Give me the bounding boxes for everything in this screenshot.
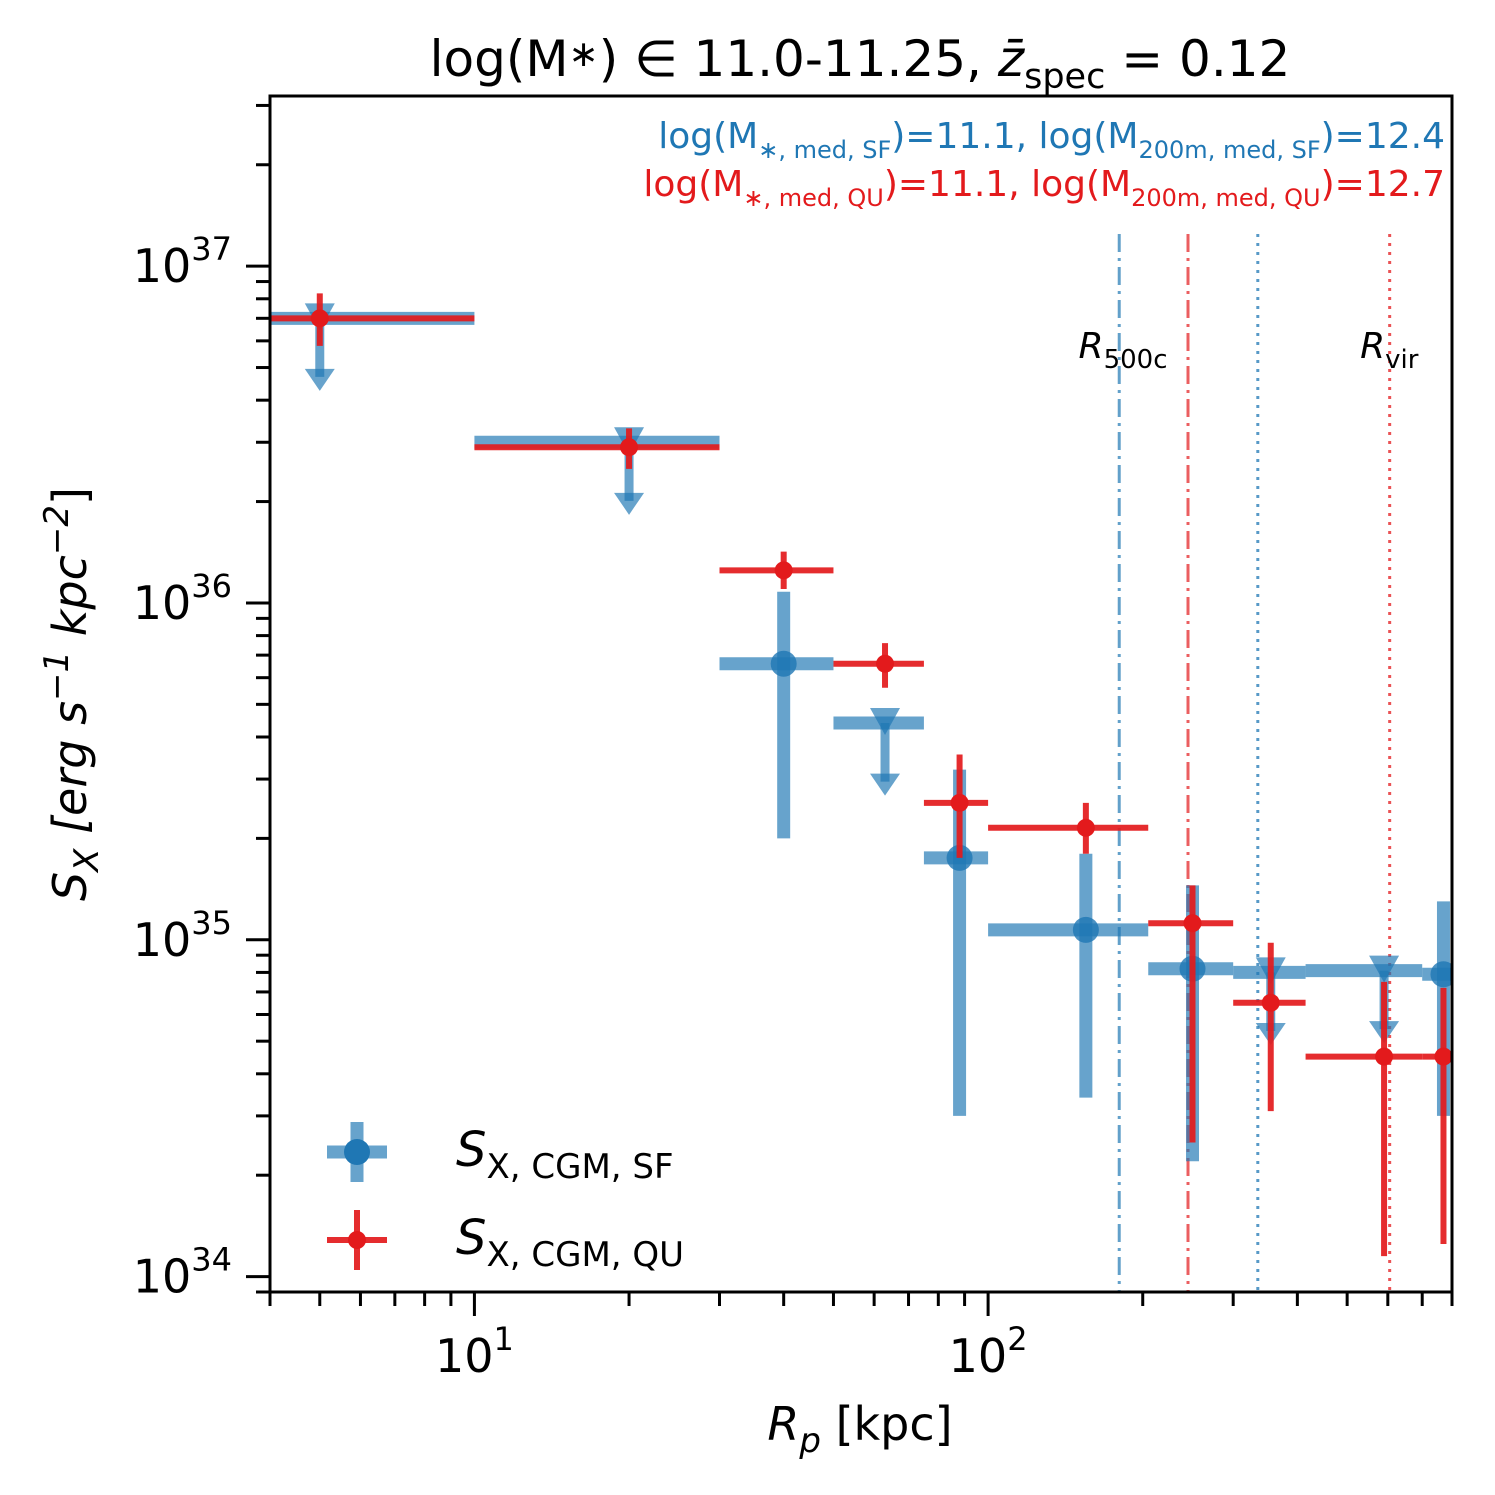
point-qu-marker: [310, 309, 329, 328]
series-qu: [270, 293, 1452, 1257]
point-sf-marker: [1430, 961, 1452, 988]
point-qu-marker: [1375, 1047, 1394, 1066]
y-tick-label: 1034: [133, 1241, 232, 1304]
point-sf-limit-marker: [1369, 955, 1400, 983]
x-tick-label: 101: [435, 1320, 514, 1383]
legend: SX, CGM, SF SX, CGM, QU: [327, 1122, 684, 1275]
mass-annotation: log(M∗, med, QU)=11.1, log(M200m, med, Q…: [643, 164, 1445, 212]
legend-label: SX, CGM, SF: [456, 1122, 674, 1187]
point-qu-marker: [1261, 993, 1280, 1012]
point-sf-limit-arrow: [870, 773, 901, 796]
y-tick-label: 1035: [133, 904, 232, 967]
legend-label: SX, CGM, QU: [456, 1210, 684, 1275]
chart-title: log(M∗) ∈ 11.0-11.25, z̄spec = 0.12: [430, 30, 1291, 97]
y-tick-label: 1037: [133, 230, 232, 293]
legend-marker-dot: [348, 1231, 366, 1249]
point-sf-limit-arrow: [614, 492, 645, 515]
point-sf-marker: [1072, 916, 1099, 943]
point-sf-limit-marker: [870, 708, 901, 736]
point-qu-marker: [1076, 818, 1095, 837]
series-sf: [270, 303, 1452, 1162]
mass-annotations: log(M∗, med, SF)=11.1, log(M200m, med, S…: [643, 116, 1445, 212]
point-qu-marker: [774, 561, 793, 580]
x-axis-label: Rp [kpc]: [767, 1397, 952, 1461]
point-sf-marker: [770, 650, 797, 677]
point-qu-marker: [876, 654, 895, 673]
legend-marker-dot: [344, 1139, 370, 1165]
point-qu-marker: [1183, 914, 1202, 933]
plot-frame: [268, 94, 1454, 1294]
point-sf-limit-arrow: [304, 368, 335, 391]
y-axis-label: SX [erg s−1 kpc−2]: [37, 487, 107, 901]
radius-label: R500c: [1079, 326, 1168, 375]
y-axis: 1034 1035 1036 1037: [133, 103, 270, 1304]
point-qu-marker: [620, 438, 639, 457]
x-axis: 101 102: [268, 1292, 1454, 1383]
radius-lines: [1117, 234, 1392, 1292]
mass-annotation: log(M∗, med, SF)=11.1, log(M200m, med, S…: [658, 116, 1445, 164]
y-tick-label: 1036: [133, 567, 232, 630]
point-qu-marker: [950, 793, 969, 812]
x-tick-label: 102: [949, 1320, 1028, 1383]
radius-labels: R500c Rvir: [1079, 326, 1419, 375]
point-qu-marker: [1434, 1047, 1452, 1066]
radius-label: Rvir: [1360, 326, 1419, 375]
